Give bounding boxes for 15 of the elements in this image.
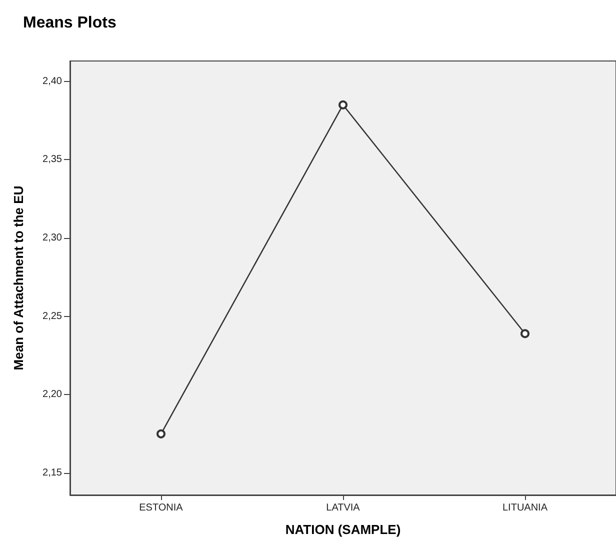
y-tick-label: 2,35: [42, 154, 62, 166]
point: [520, 329, 530, 338]
y-tick-label: 2,25: [42, 310, 62, 322]
x-tick-label: LATVIA: [326, 502, 360, 514]
y-tick-label: 2,15: [42, 468, 62, 479]
x-tick-label: LITUANIA: [502, 502, 548, 514]
point: [338, 100, 348, 110]
x-axis-title: NATION (SAMPLE): [285, 522, 401, 537]
y-tick-label: 2,40: [42, 76, 62, 87]
y-tick-label: 2,20: [42, 389, 62, 400]
y-tick-label: 2,30: [42, 232, 62, 244]
point: [156, 429, 166, 438]
chart-title: Means Plots: [23, 14, 116, 32]
y-axis-title: Mean of Attachment to the EU: [11, 186, 26, 370]
x-tick-label: ESTONIA: [139, 502, 184, 514]
